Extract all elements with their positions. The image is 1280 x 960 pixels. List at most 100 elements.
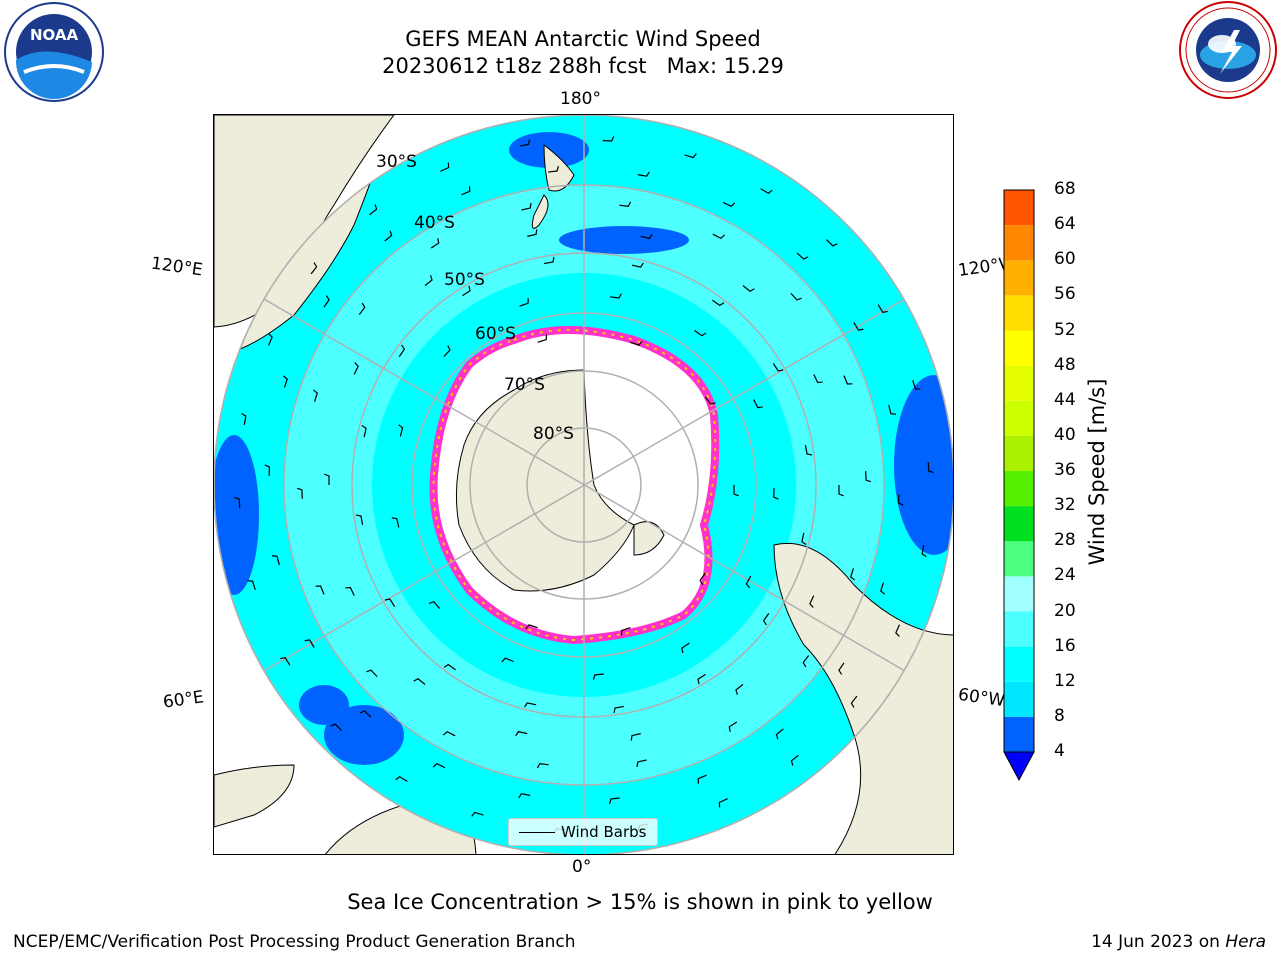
wind-barb xyxy=(527,229,538,237)
wind-barb xyxy=(745,575,752,589)
wind-barb xyxy=(790,292,802,301)
wind-barb xyxy=(461,186,471,196)
wind-barb xyxy=(742,285,755,292)
wind-barb xyxy=(712,299,725,307)
wind-barb xyxy=(345,586,355,596)
colorbar-label: Wind Speed [m/s] xyxy=(1085,378,1109,566)
colorbar-bin xyxy=(1004,260,1034,296)
wind-barb xyxy=(264,464,271,476)
colorbar-bin xyxy=(1004,681,1034,717)
wind-barb xyxy=(358,302,366,315)
wind-barb xyxy=(398,424,404,437)
wind-barb xyxy=(684,153,697,159)
colorbar-bin xyxy=(1004,576,1034,612)
wind-barb xyxy=(804,445,813,456)
colorbar-bin xyxy=(1004,365,1034,401)
legend-label: Wind Barbs xyxy=(561,823,647,841)
nws-logo xyxy=(1176,0,1280,100)
wind-barb xyxy=(398,344,406,357)
lat-label-50s: 50°S xyxy=(444,270,485,290)
colorbar-tick-label: 60 xyxy=(1054,249,1076,270)
wind-barb xyxy=(813,374,823,384)
wind-barb xyxy=(850,568,856,581)
wind-barb xyxy=(694,329,707,337)
wind-barb xyxy=(355,514,364,525)
wind-barb xyxy=(353,362,359,375)
wind-barb xyxy=(762,613,770,626)
wind-barb xyxy=(888,404,896,415)
colorbar-tick-label: 36 xyxy=(1054,460,1076,480)
sea-ice-edge-yellow xyxy=(432,329,717,642)
wind-barb xyxy=(630,733,641,741)
wind-barb xyxy=(697,774,707,784)
colorbar-bin xyxy=(1004,225,1034,261)
wind-barb xyxy=(912,380,921,390)
wind-barb xyxy=(697,673,706,685)
wind-barb xyxy=(384,230,393,242)
colorbar-tick-label: 20 xyxy=(1054,600,1076,621)
wind-barb xyxy=(927,461,934,474)
wind-barb xyxy=(413,678,426,685)
colorbar xyxy=(1000,186,1040,786)
lon-label-top: 180° xyxy=(560,89,601,109)
colorbar-bin xyxy=(1004,190,1034,226)
wind-barb xyxy=(637,171,650,177)
wind-barb xyxy=(631,262,644,268)
wind-barb xyxy=(548,166,559,173)
colorbar-bin xyxy=(1004,506,1034,542)
wind-barb xyxy=(424,275,433,287)
colorbar-tick-label: 56 xyxy=(1054,284,1076,305)
credit-machine: Hera xyxy=(1225,932,1266,952)
wind-barb xyxy=(796,252,809,260)
wind-barb xyxy=(838,662,845,675)
wind-barb xyxy=(310,262,318,275)
wind-barb xyxy=(525,624,538,630)
wind-barb xyxy=(330,723,342,731)
wind-barb xyxy=(790,754,799,766)
lat-label-80s: 80°S xyxy=(533,424,574,444)
wind-barb xyxy=(772,363,784,372)
wind-barb xyxy=(728,721,738,732)
wind-barb xyxy=(471,811,484,817)
antarctic-peninsula xyxy=(633,521,665,556)
credit-left: NCEP/EMC/Verification Post Processing Pr… xyxy=(13,932,576,952)
wind-barb xyxy=(712,233,725,239)
lat-label-70s: 70°S xyxy=(504,375,545,395)
wind-barb xyxy=(753,399,763,409)
wind-barb xyxy=(681,642,690,654)
chart-title: GEFS MEAN Antarctic Wind Speed xyxy=(405,27,761,51)
colorbar-bin xyxy=(1004,611,1034,647)
wind-barb xyxy=(282,375,288,388)
wind-barb xyxy=(369,204,378,216)
wind-barb xyxy=(865,471,872,483)
chart-subtitle: 20230612 t18z 288h fcst Max: 15.29 xyxy=(382,54,784,78)
wind-barb xyxy=(521,202,532,211)
wind-barb xyxy=(880,582,886,595)
wind-barb xyxy=(304,639,315,648)
lat-label-30s: 30°S xyxy=(376,152,417,172)
wind-barb xyxy=(323,295,330,308)
wind-barb xyxy=(428,601,441,609)
colorbar-tick-label: 16 xyxy=(1054,635,1076,656)
wind-barb xyxy=(384,598,396,607)
wind-barb xyxy=(395,776,408,782)
wind-barb xyxy=(620,627,631,636)
wind-barb xyxy=(636,759,647,768)
wind-barb xyxy=(544,256,555,265)
wind-barb xyxy=(518,793,531,799)
wind-barb xyxy=(619,201,632,207)
colorbar-bin xyxy=(1004,330,1034,366)
wind-barb xyxy=(733,485,739,497)
wind-barb xyxy=(921,544,927,558)
wind-barb xyxy=(602,136,615,142)
wind-barbs xyxy=(234,136,934,834)
wind-barb xyxy=(296,487,303,499)
colorbar-bin xyxy=(1004,435,1034,471)
polar-map xyxy=(213,114,954,855)
colorbar-tick-label: 44 xyxy=(1054,389,1076,410)
colorbar-tick-label: 12 xyxy=(1054,670,1076,691)
wind-barb xyxy=(850,695,858,708)
wind-barb xyxy=(897,494,904,506)
noaa-logo: NOAA xyxy=(4,2,104,102)
lon-label-bottom: 0° xyxy=(572,857,592,877)
